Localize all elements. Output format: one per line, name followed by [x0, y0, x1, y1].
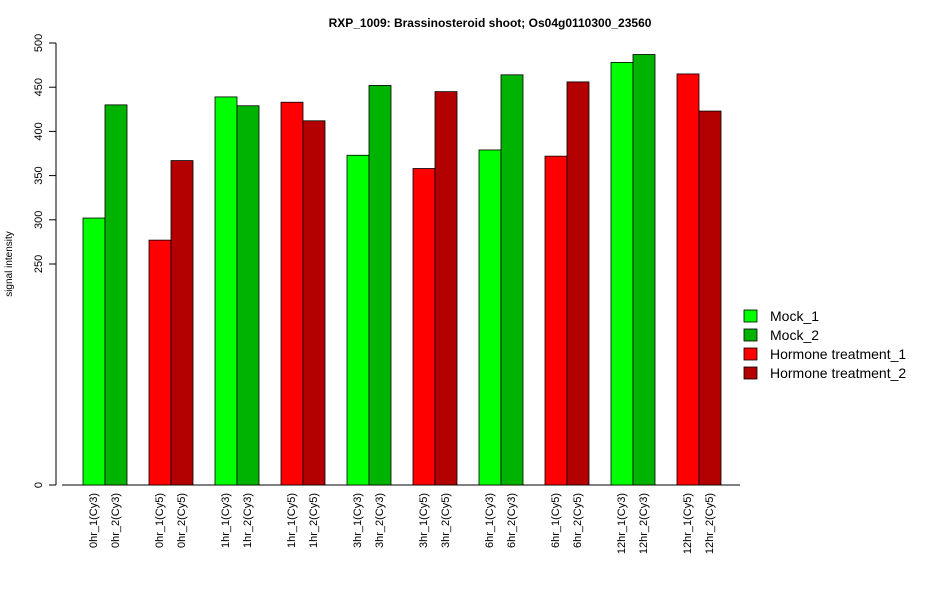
category-label: 0hr_2(Cy5) [176, 493, 188, 548]
category-label: 1hr_1(Cy3) [220, 493, 232, 548]
bar [104, 104, 128, 486]
legend-swatch [743, 366, 758, 380]
category-label: 12hr_2(Cy5) [704, 493, 716, 554]
bar [368, 85, 392, 486]
y-tick-label: 450 [33, 78, 45, 96]
bar [302, 120, 326, 486]
bar [434, 91, 458, 486]
bar [170, 160, 194, 486]
legend-label: Hormone treatment_1 [770, 346, 906, 362]
category-label: 3hr_2(Cy5) [440, 493, 452, 548]
bar [148, 239, 172, 486]
bars-group [82, 54, 722, 486]
y-tick-label: 250 [33, 255, 45, 273]
bar [676, 73, 700, 486]
bar [566, 81, 590, 486]
bar [544, 155, 568, 486]
category-labels: 0hr_1(Cy3) 0hr_2(Cy3) 0hr_1(Cy5) 0hr_2(Cy5)… [88, 493, 716, 554]
y-tick-label: 0 [33, 482, 45, 488]
category-label: 12hr_1(Cy3) [616, 493, 628, 554]
bar [214, 96, 238, 486]
bar [610, 62, 634, 486]
category-label: 0hr_1(Cy3) [88, 493, 100, 548]
category-label: 12hr_1(Cy5) [682, 493, 694, 554]
legend-label: Hormone treatment_2 [770, 365, 906, 381]
category-label: 6hr_2(Cy5) [572, 493, 584, 548]
category-label: 0hr_2(Cy3) [110, 493, 122, 548]
category-label: 3hr_1(Cy3) [352, 493, 364, 548]
bar [82, 217, 106, 486]
category-label: 6hr_1(Cy5) [550, 493, 562, 548]
bar [236, 105, 260, 486]
y-tick-label: 400 [33, 122, 45, 140]
bar [412, 168, 436, 486]
y-tick-label: 350 [33, 166, 45, 184]
y-axis-title: signal intensity [4, 231, 15, 297]
bar [280, 101, 304, 486]
bar [632, 54, 656, 486]
legend-swatch [743, 328, 758, 342]
category-label: 1hr_2(Cy5) [308, 493, 320, 548]
category-label: 6hr_2(Cy3) [506, 493, 518, 548]
y-tick-label: 500 [33, 34, 45, 52]
category-label: 6hr_1(Cy3) [484, 493, 496, 548]
y-tick-label: 300 [33, 211, 45, 229]
category-label: 0hr_1(Cy5) [154, 493, 166, 548]
category-label: 1hr_2(Cy3) [242, 493, 254, 548]
bar [698, 110, 722, 486]
category-label: 3hr_2(Cy3) [374, 493, 386, 548]
legend-swatch [743, 309, 758, 323]
y-axis: 0 250 300 350 400 450 500 [33, 34, 57, 488]
legend: Mock_1 Mock_2 Hormone treatment_1 Hormone t… [743, 308, 906, 381]
legend-label: Mock_1 [770, 308, 819, 324]
bar [478, 149, 502, 486]
legend-swatch [743, 347, 758, 361]
category-label: 3hr_1(Cy5) [418, 493, 430, 548]
category-label: 12hr_2(Cy3) [638, 493, 650, 554]
bar [346, 154, 370, 486]
chart-title: RXP_1009: Brassinosteroid shoot; Os04g01… [329, 16, 652, 30]
bar [500, 74, 524, 486]
category-label: 1hr_1(Cy5) [286, 493, 298, 548]
legend-label: Mock_2 [770, 327, 819, 343]
